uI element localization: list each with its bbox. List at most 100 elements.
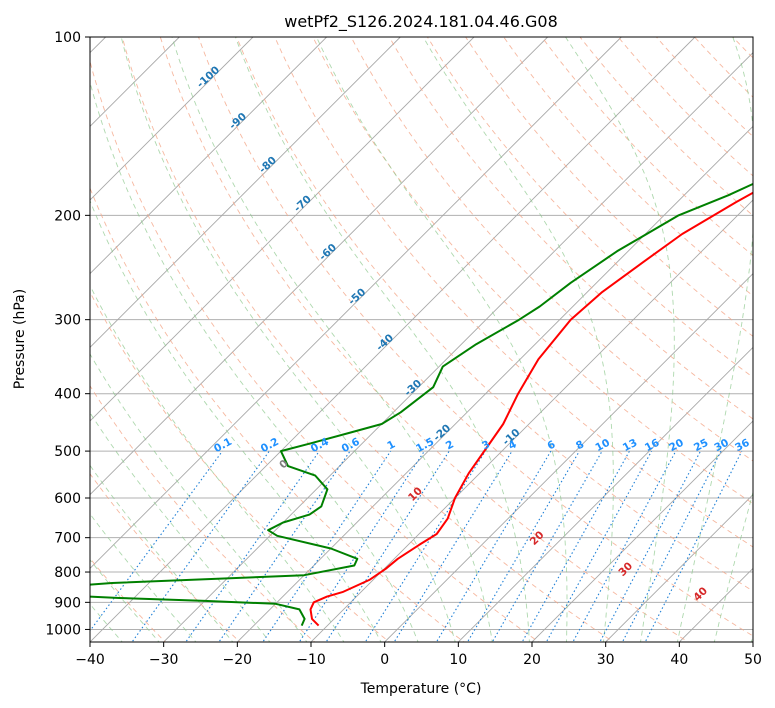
moist-adiabat <box>90 80 419 642</box>
x-tick-label: 0 <box>380 652 389 668</box>
mixing-ratio-label: 6 <box>545 438 557 452</box>
dry-adiabat-label: -80 <box>257 154 279 176</box>
moist-adiabat <box>120 37 456 642</box>
isotherm <box>90 37 475 422</box>
dry-adiabat <box>90 473 241 642</box>
y-tick-label: 200 <box>54 208 81 224</box>
isotherm <box>752 641 753 642</box>
mixing-ratio-line <box>435 450 552 642</box>
chart-title: wetPf2_S126.2024.181.04.46.G08 <box>284 12 558 32</box>
plot-frame <box>89 36 754 643</box>
mixing-ratio-line <box>545 450 653 642</box>
x-tick-label: −10 <box>296 652 326 668</box>
isotherm <box>90 37 548 496</box>
dry-adiabat <box>90 59 540 642</box>
isotherm <box>310 199 753 642</box>
isotherm <box>237 125 753 642</box>
moist-adiabat-label: 30 <box>616 560 635 579</box>
moist-adiabat <box>422 37 614 642</box>
mixing-ratio-label: 0.1 <box>212 436 234 455</box>
isotherm <box>163 52 753 642</box>
y-axis-label: Pressure (hPa) <box>12 289 28 389</box>
mixing-ratio-line <box>218 450 351 642</box>
isotherm <box>90 37 401 348</box>
sounding-series <box>90 182 753 627</box>
y-tick-label: 700 <box>54 531 81 547</box>
mixing-ratio-label: 2 <box>444 438 456 452</box>
dry-adiabat <box>90 186 465 642</box>
x-tick-label: 30 <box>597 652 615 668</box>
mixing-ratio-line <box>185 450 320 642</box>
dry-adiabat-label: -60 <box>317 242 339 264</box>
y-tick-label: 600 <box>54 491 81 507</box>
y-tick-label: 800 <box>54 565 81 581</box>
isotherm <box>90 37 254 201</box>
moist-adiabat <box>90 353 308 642</box>
y-tick-label: 100 <box>54 30 81 46</box>
dry-adiabat <box>90 384 316 642</box>
mixing-ratio-line <box>599 450 701 642</box>
mixing-ratio-label: 3 <box>480 438 492 452</box>
dry-adiabat <box>426 37 753 378</box>
x-tick-label: −40 <box>75 652 105 668</box>
x-axis: −40 −30 −20 −10 0 10 20 30 40 50 <box>75 642 762 668</box>
isotherm <box>531 420 753 642</box>
dry-adiabats <box>90 37 753 642</box>
dry-adiabat <box>655 37 753 138</box>
dry-adiabat <box>732 37 753 59</box>
mixing-ratio-line <box>364 450 486 642</box>
dry-adiabat <box>90 557 166 642</box>
dry-adiabat <box>465 37 753 337</box>
dewpoint-profile <box>90 182 753 626</box>
moist-adiabat-label: 0 <box>277 458 291 472</box>
mixing-ratio-line <box>491 450 603 642</box>
y-tick-label: 500 <box>54 444 81 460</box>
dry-adiabat <box>274 37 753 548</box>
mixing-ratio-label: 1 <box>385 438 397 452</box>
x-tick-label: 20 <box>523 652 541 668</box>
dry-adiabat <box>121 37 615 642</box>
y-tick-label: 1000 <box>45 622 81 638</box>
dry-adiabat <box>503 37 753 297</box>
dry-adiabat <box>159 37 690 642</box>
x-tick-label: −20 <box>223 652 253 668</box>
dry-adiabat <box>579 37 753 217</box>
mixing-ratio-line <box>298 450 425 642</box>
isotherm <box>90 37 622 569</box>
moist-adiabat <box>171 37 493 642</box>
mixing-ratio-label: 1.5 <box>414 436 436 455</box>
moist-adiabat <box>90 284 345 642</box>
isotherm <box>679 567 753 642</box>
x-tick-label: 50 <box>744 652 762 668</box>
line-labels: -100-90-80-70-60-50-40-30-20 -100.1 0.2 0.4… <box>195 64 752 604</box>
moist-adiabat <box>90 199 382 642</box>
x-tick-label: −30 <box>149 652 179 668</box>
dry-adiabat-label: -50 <box>346 286 368 308</box>
dry-adiabat <box>198 37 753 637</box>
mixing-ratio-line <box>572 450 677 642</box>
y-tick-label: 400 <box>54 387 81 403</box>
mixing-ratio-line <box>393 450 513 642</box>
mixing-ratio-label: 0.6 <box>340 436 362 455</box>
y-tick-label: 900 <box>54 595 81 611</box>
y-axis: 100 200 300 400 500 600 700 800 900 1000 <box>45 30 90 638</box>
dry-adiabat <box>541 37 753 257</box>
dry-adiabat <box>388 37 753 420</box>
dry-adiabat <box>350 37 753 462</box>
isotherm <box>90 37 327 275</box>
x-axis-label: Temperature (°C) <box>360 681 482 697</box>
mixing-ratio-line <box>621 450 722 642</box>
y-tick-label: 300 <box>54 313 81 329</box>
isotherm <box>90 37 696 642</box>
moist-adiabats <box>90 37 753 642</box>
isotherm <box>384 273 753 642</box>
isotherm <box>605 494 753 642</box>
moist-adiabat-label: 40 <box>691 585 710 604</box>
temperature-profile <box>309 191 753 627</box>
mixing-ratio-label: 0.2 <box>259 436 281 455</box>
dry-adiabat <box>90 291 391 642</box>
pressure-gridlines <box>90 37 753 630</box>
moist-adiabat <box>750 633 753 642</box>
x-tick-label: 40 <box>670 652 688 668</box>
